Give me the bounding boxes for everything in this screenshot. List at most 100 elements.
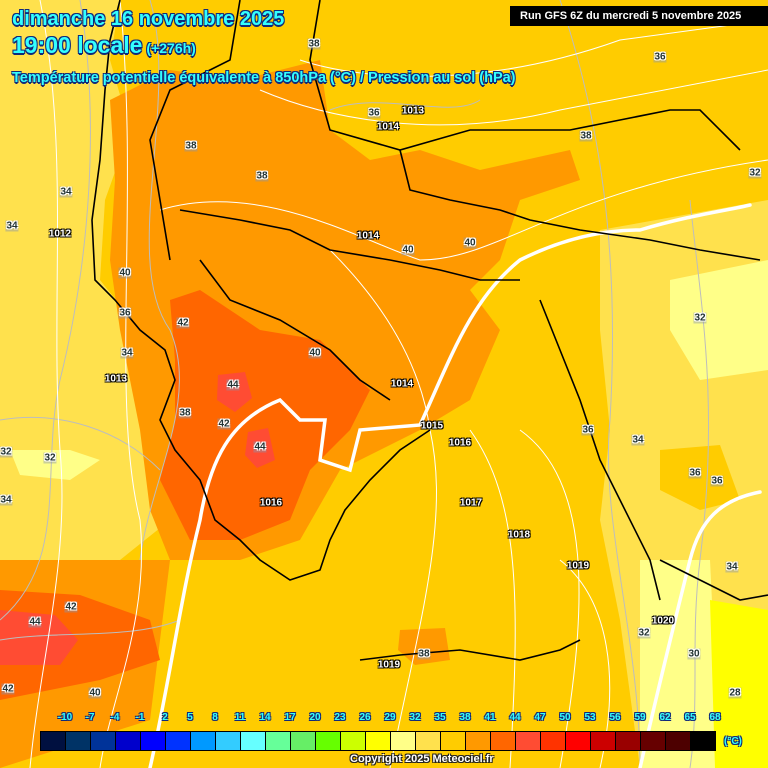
legend-ticks: -10 -7 -4 -1 2 5 8 11 14 17 20 23 26 29 32 35 38 41 44 47 50… xyxy=(40,712,721,726)
legend-color-bar xyxy=(40,731,716,751)
legend-tick: 44 xyxy=(509,712,521,723)
isobar-label: 1016 xyxy=(259,497,283,509)
legend-tick: 8 xyxy=(212,712,218,723)
theta-e-contour-label: 34 xyxy=(725,561,739,573)
legend-tick: -4 xyxy=(110,712,120,723)
isobar-label: 1019 xyxy=(566,560,590,572)
theta-e-contour-label: 34 xyxy=(59,186,73,198)
isobar-label: 1012 xyxy=(48,228,72,240)
isobar-label: 1014 xyxy=(376,121,400,133)
isobar-label: 1017 xyxy=(459,497,483,509)
legend-swatch xyxy=(341,732,366,750)
theta-e-contour-label: 40 xyxy=(401,244,415,256)
isobar-label: 1018 xyxy=(507,529,531,541)
legend-tick: 62 xyxy=(659,712,671,723)
theta-e-contour-label: 44 xyxy=(253,441,267,453)
legend-unit: (°C) xyxy=(724,736,742,747)
theta-e-contour-label: 34 xyxy=(0,494,13,506)
theta-e-contour-label: 40 xyxy=(463,237,477,249)
legend-tick: 47 xyxy=(534,712,546,723)
theta-e-contour-label: 42 xyxy=(176,317,190,329)
isobar-label: 1016 xyxy=(448,437,472,449)
legend-tick: 32 xyxy=(409,712,421,723)
theta-e-zone-east-32 xyxy=(670,260,768,380)
legend-tick: -10 xyxy=(57,712,73,723)
legend-swatch xyxy=(241,732,266,750)
legend-tick: 56 xyxy=(609,712,621,723)
theta-e-zone-sw-44 xyxy=(0,610,78,665)
legend-swatch xyxy=(316,732,341,750)
model-run-info: Run GFS 6Z du mercredi 5 novembre 2025 xyxy=(510,6,768,26)
theta-e-zone-east-36 xyxy=(660,445,740,510)
forecast-offset: (+276h) xyxy=(146,40,196,56)
legend-swatch xyxy=(641,732,666,750)
theta-e-contour-label: 32 xyxy=(0,446,13,458)
theta-e-contour-label: 36 xyxy=(581,424,595,436)
legend-swatch xyxy=(266,732,291,750)
legend-tick: 17 xyxy=(284,712,296,723)
theta-e-contour-label: 38 xyxy=(184,140,198,152)
legend-swatch xyxy=(366,732,391,750)
legend-tick: 5 xyxy=(187,712,193,723)
legend-tick: 38 xyxy=(459,712,471,723)
theta-e-zone-32 xyxy=(10,450,100,480)
theta-e-contour-label: 34 xyxy=(120,347,134,359)
legend-swatch xyxy=(566,732,591,750)
theta-e-contour-label: 42 xyxy=(1,683,15,695)
theta-e-contour-label: 38 xyxy=(255,170,269,182)
theta-e-contour-label: 42 xyxy=(217,418,231,430)
legend-swatch xyxy=(141,732,166,750)
legend-tick: 14 xyxy=(259,712,271,723)
theta-e-zone-se-28 xyxy=(710,600,768,768)
theta-e-contour-label: 34 xyxy=(5,220,19,232)
legend-swatch xyxy=(166,732,191,750)
legend-tick: 35 xyxy=(434,712,446,723)
legend-swatch xyxy=(516,732,541,750)
legend-tick: 26 xyxy=(359,712,371,723)
theta-e-contour-label: 36 xyxy=(118,307,132,319)
theta-e-contour-label: 30 xyxy=(687,648,701,660)
theta-e-core-44-north xyxy=(217,372,252,412)
theta-e-core-44-south xyxy=(245,428,275,468)
legend-swatch xyxy=(441,732,466,750)
legend-swatch xyxy=(691,732,715,750)
theta-e-zone-se-30 xyxy=(640,560,720,768)
theta-e-contour-label: 38 xyxy=(307,38,321,50)
isobar-label: 1015 xyxy=(420,420,444,432)
isobar-label: 1014 xyxy=(390,378,414,390)
isobar-label: 1014 xyxy=(356,230,380,242)
variable-title: Température potentielle équivalente à 85… xyxy=(12,70,516,86)
legend-swatch xyxy=(466,732,491,750)
isobar-label: 1019 xyxy=(377,659,401,671)
copyright: Copyright 2025 Meteociel.fr xyxy=(350,753,494,765)
theta-e-contour-label: 40 xyxy=(88,687,102,699)
theta-e-contour-label: 36 xyxy=(367,107,381,119)
theta-e-contour-label: 32 xyxy=(748,167,762,179)
legend-tick: -7 xyxy=(85,712,95,723)
legend-tick: 59 xyxy=(634,712,646,723)
legend-swatch xyxy=(41,732,66,750)
legend-tick: 11 xyxy=(234,712,246,723)
legend-tick: 23 xyxy=(334,712,346,723)
forecast-time-label: 19:00 locale xyxy=(12,32,143,58)
legend-swatch xyxy=(416,732,441,750)
theta-e-contour-label: 44 xyxy=(226,379,240,391)
theta-e-contour-label: 32 xyxy=(637,627,651,639)
forecast-time: 19:00 locale (+276h) xyxy=(12,32,196,59)
legend-tick: 41 xyxy=(484,712,496,723)
legend-tick: 20 xyxy=(309,712,321,723)
legend-tick: 53 xyxy=(584,712,596,723)
legend-swatch xyxy=(541,732,566,750)
legend-swatch xyxy=(666,732,691,750)
theta-e-contour-label: 28 xyxy=(728,687,742,699)
theta-e-contour-label: 38 xyxy=(178,407,192,419)
theta-e-contour-label: 38 xyxy=(579,130,593,142)
legend-tick: 50 xyxy=(559,712,571,723)
theta-e-contour-label: 34 xyxy=(631,434,645,446)
legend-swatch xyxy=(291,732,316,750)
legend-swatch xyxy=(191,732,216,750)
legend-swatch xyxy=(491,732,516,750)
legend-tick: 68 xyxy=(709,712,721,723)
theta-e-contour-label: 36 xyxy=(688,467,702,479)
